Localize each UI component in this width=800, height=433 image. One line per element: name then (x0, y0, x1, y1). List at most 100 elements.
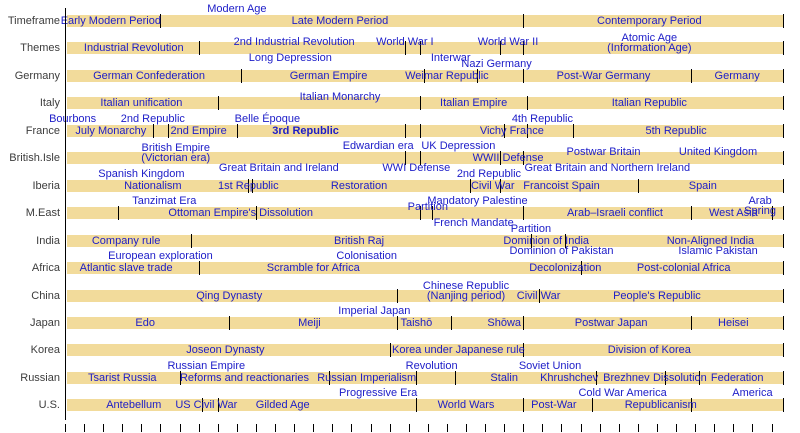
axis-minor-tick (103, 423, 105, 432)
period-label: Gilded Age (255, 399, 310, 412)
period-divider-tick (572, 123, 574, 138)
period-label: French Mandate (433, 217, 514, 230)
period-divider-tick (454, 370, 456, 385)
period-divider-tick (240, 68, 242, 83)
period-label: Imperial Japan (338, 304, 411, 317)
row-label-india: India (36, 234, 60, 247)
period-label: WWI Defense (382, 162, 451, 175)
period-divider-tick (416, 370, 418, 385)
period-divider-tick (592, 398, 594, 413)
period-divider-tick (664, 370, 666, 385)
period-divider-tick (198, 41, 200, 56)
period-label: Arab Spring (744, 195, 776, 218)
axis-minor-tick (122, 423, 124, 432)
period-label: Tsarist Russia (88, 371, 157, 384)
period-divider-tick (152, 123, 154, 138)
period-divider-tick (198, 261, 200, 276)
period-divider-tick (424, 68, 425, 83)
period-label: Nationalism (124, 179, 182, 192)
period-divider-tick (389, 343, 391, 358)
period-label: 4th Republic (511, 112, 573, 125)
period-divider-tick (160, 14, 162, 28)
axis-minor-tick (160, 423, 162, 432)
period-label: German Empire (289, 69, 368, 82)
period-label: Civil War (470, 179, 515, 192)
period-label: Soviet Union (518, 359, 582, 372)
period-label: People's Republic (613, 289, 701, 302)
axis-minor-tick (771, 423, 773, 432)
period-label: West Asia (708, 207, 758, 220)
period-divider-tick (783, 96, 784, 111)
axis-minor-tick (217, 423, 219, 432)
timeline-bar (67, 97, 783, 110)
axis-minor-tick (618, 423, 620, 432)
row-label-france: France (25, 124, 60, 137)
timeline-bar (67, 69, 783, 82)
period-label: Dominion of India (503, 234, 590, 247)
period-label: German Confederation (93, 69, 205, 82)
axis-minor-tick (466, 423, 467, 432)
row-label-africa: Africa (31, 262, 60, 275)
period-label: Great Britain and Northern Ireland (524, 162, 691, 175)
axis-minor-tick (255, 423, 257, 432)
period-divider-tick (404, 123, 406, 138)
period-label: Belle Époque (234, 112, 301, 125)
period-label: Shōwa (487, 316, 522, 329)
period-label: Atlantic slave trade (79, 262, 173, 275)
row-label-themes: Themes (20, 42, 60, 55)
period-divider-tick (236, 123, 238, 138)
period-label: Progressive Era (339, 387, 418, 400)
period-label: Edo (135, 316, 155, 329)
period-label: 5th Republic (645, 124, 707, 137)
period-label: Postwar Britain (566, 146, 641, 159)
period-divider-tick (500, 178, 502, 193)
period-divider-tick (527, 123, 529, 138)
axis-minor-tick (408, 423, 410, 432)
period-divider-tick (420, 206, 422, 221)
period-divider-tick (404, 151, 406, 166)
period-label: Francoist Spain (523, 179, 600, 192)
period-divider-tick (565, 233, 567, 248)
period-label: Italian unification (100, 97, 183, 110)
period-label: Mandatory Palestine (427, 195, 528, 208)
period-divider-tick (500, 41, 502, 56)
period-divider-tick (783, 261, 784, 276)
period-label: Korea under Japanese rule (392, 344, 525, 357)
period-label: Edwardian era (342, 140, 414, 153)
period-label: Cold War America (578, 387, 667, 400)
axis-minor-tick (198, 423, 200, 432)
period-label: Non-Aligned India (666, 234, 755, 247)
period-label: Khrushchev (540, 371, 599, 384)
period-label: Post-War (531, 399, 577, 412)
period-divider-tick (431, 206, 433, 221)
row-label-germany: Germany (14, 69, 60, 82)
period-label: Russian Imperialism (317, 371, 417, 384)
period-divider-tick (783, 233, 784, 248)
period-label: Colonisation (336, 250, 397, 263)
period-label: Weimar Republic (405, 69, 489, 82)
period-divider-tick (771, 206, 773, 221)
period-divider-tick (527, 96, 529, 111)
axis-minor-tick (370, 423, 372, 432)
period-label: Meiji (298, 316, 321, 329)
period-label: Company rule (91, 234, 161, 247)
period-label: Revolution (405, 359, 458, 372)
axis-minor-tick (752, 423, 754, 432)
period-divider-tick (523, 343, 525, 358)
period-divider-tick (255, 206, 257, 221)
period-label: Islamic Pakistan (678, 244, 758, 257)
timeline-bar (67, 207, 783, 220)
period-label: 2nd Empire (170, 124, 227, 137)
row-label-china: China (31, 289, 60, 302)
period-label: July Monarchy (75, 124, 147, 137)
timeline-bar (67, 344, 783, 357)
axis-minor-tick (637, 423, 639, 432)
period-divider-tick (248, 178, 250, 193)
period-label: US Civil War (175, 399, 238, 412)
period-label: Spain (688, 179, 717, 192)
period-label: Italian Republic (611, 97, 687, 110)
period-label: Partition (510, 222, 552, 235)
period-divider-tick (783, 370, 784, 385)
period-divider-tick (469, 178, 471, 193)
axis-minor-tick (561, 423, 563, 432)
